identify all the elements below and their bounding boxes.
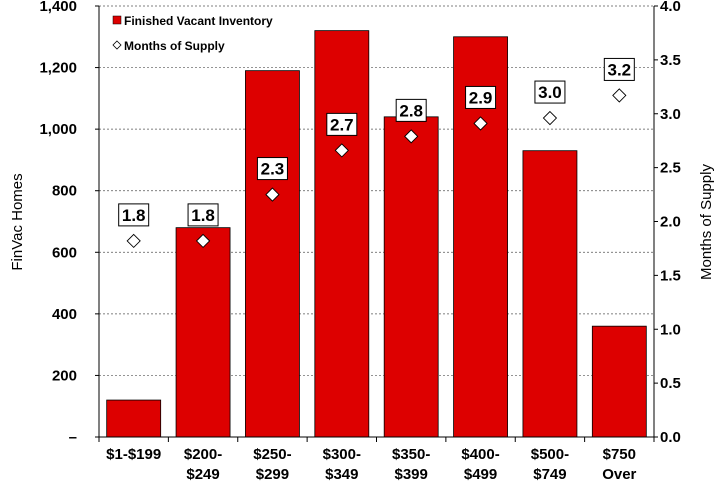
months-of-supply-point — [404, 129, 419, 144]
months-of-supply-point — [612, 88, 627, 103]
legend-bar-swatch — [112, 15, 122, 25]
months-of-supply-point — [195, 233, 211, 249]
bar — [591, 325, 647, 438]
right-tick-label: 1.5 — [660, 267, 681, 284]
category-label: $499 — [464, 466, 497, 483]
data-label: 2.9 — [469, 88, 493, 107]
bar — [383, 116, 439, 438]
category-labels: $1-$199 $200- $249 $250- $299 $300- $349 $350- $… — [98, 437, 655, 483]
data-label-box — [534, 80, 566, 104]
category-label: $400- — [461, 446, 499, 463]
category-label: $249 — [186, 466, 219, 483]
right-tick-label: 3.5 — [660, 52, 681, 69]
data-label: 1.8 — [122, 206, 146, 225]
data-label: 2.7 — [330, 115, 354, 134]
months-of-supply-point — [265, 187, 280, 202]
left-tick-label: – — [69, 429, 77, 446]
right-tick-label: 2.0 — [660, 214, 681, 231]
data-label-box — [118, 203, 150, 227]
data-label-box — [187, 203, 219, 227]
left-tick-label: 600 — [52, 244, 77, 261]
right-axis-ticks: 0.0 0.5 1.0 1.5 2.0 2.5 3.0 3.5 4.0 — [654, 0, 681, 446]
bar — [522, 150, 578, 438]
category-label: $750 — [603, 446, 636, 463]
right-tick-label: 4.0 — [660, 0, 681, 15]
category-label: $500- — [531, 446, 569, 463]
data-label: 2.8 — [399, 101, 423, 120]
category-label: $299 — [256, 466, 289, 483]
data-labels: 1.8 1.8 2.3 2.7 2.8 2.9 3.0 3.2 — [118, 57, 635, 227]
data-label: 3.0 — [538, 83, 562, 102]
months-of-supply-point — [126, 233, 141, 249]
months-of-supply-point — [473, 116, 488, 131]
bar — [175, 227, 231, 438]
right-axis-title: Months of Supply — [698, 164, 715, 280]
legend: Finished Vacant Inventory Months of Supp… — [112, 14, 273, 53]
months-of-supply-point — [334, 143, 349, 158]
category-label: Over — [602, 466, 636, 483]
right-tick-label: 2.5 — [660, 160, 681, 177]
left-tick-label: 1,000 — [39, 121, 77, 138]
bar — [314, 30, 370, 438]
data-label: 1.8 — [191, 206, 215, 225]
category-label: $250- — [253, 446, 291, 463]
bar — [106, 399, 162, 438]
right-tick-label: 1.0 — [660, 321, 681, 338]
right-tick-label: 0.5 — [660, 375, 681, 392]
category-label: $300- — [323, 446, 361, 463]
category-label: $749 — [533, 466, 566, 483]
left-axis-title: FinVac Homes — [9, 173, 26, 270]
left-axis-ticks: – 200 400 600 800 1,000 1,200 1,400 — [39, 0, 99, 446]
category-label: $399 — [395, 466, 428, 483]
category-label: $1-$199 — [106, 446, 161, 463]
bar — [245, 70, 300, 438]
left-tick-label: 400 — [52, 306, 77, 323]
category-label: $200- — [184, 446, 222, 463]
bar-series — [106, 30, 647, 438]
legend-bar-label: Finished Vacant Inventory — [124, 14, 273, 28]
data-label: 2.3 — [261, 160, 285, 179]
months-of-supply-point — [542, 110, 558, 126]
left-tick-label: 200 — [52, 367, 77, 384]
data-label-box — [395, 98, 427, 122]
data-label-box — [465, 85, 497, 109]
category-label: $350- — [392, 446, 430, 463]
right-tick-label: 3.0 — [660, 106, 681, 123]
left-tick-label: 1,400 — [39, 0, 77, 15]
data-label: 3.2 — [607, 60, 631, 79]
months-of-supply-series — [126, 88, 627, 249]
data-label-box — [326, 112, 358, 136]
data-label-box — [256, 157, 288, 181]
data-label-box — [603, 57, 635, 81]
category-label: $349 — [325, 466, 358, 483]
legend-diamond-swatch — [112, 40, 122, 50]
left-tick-label: 1,200 — [39, 60, 77, 77]
left-tick-label: 800 — [52, 183, 77, 200]
right-tick-label: 0.0 — [660, 429, 681, 446]
legend-diamond-label: Months of Supply — [124, 39, 225, 53]
